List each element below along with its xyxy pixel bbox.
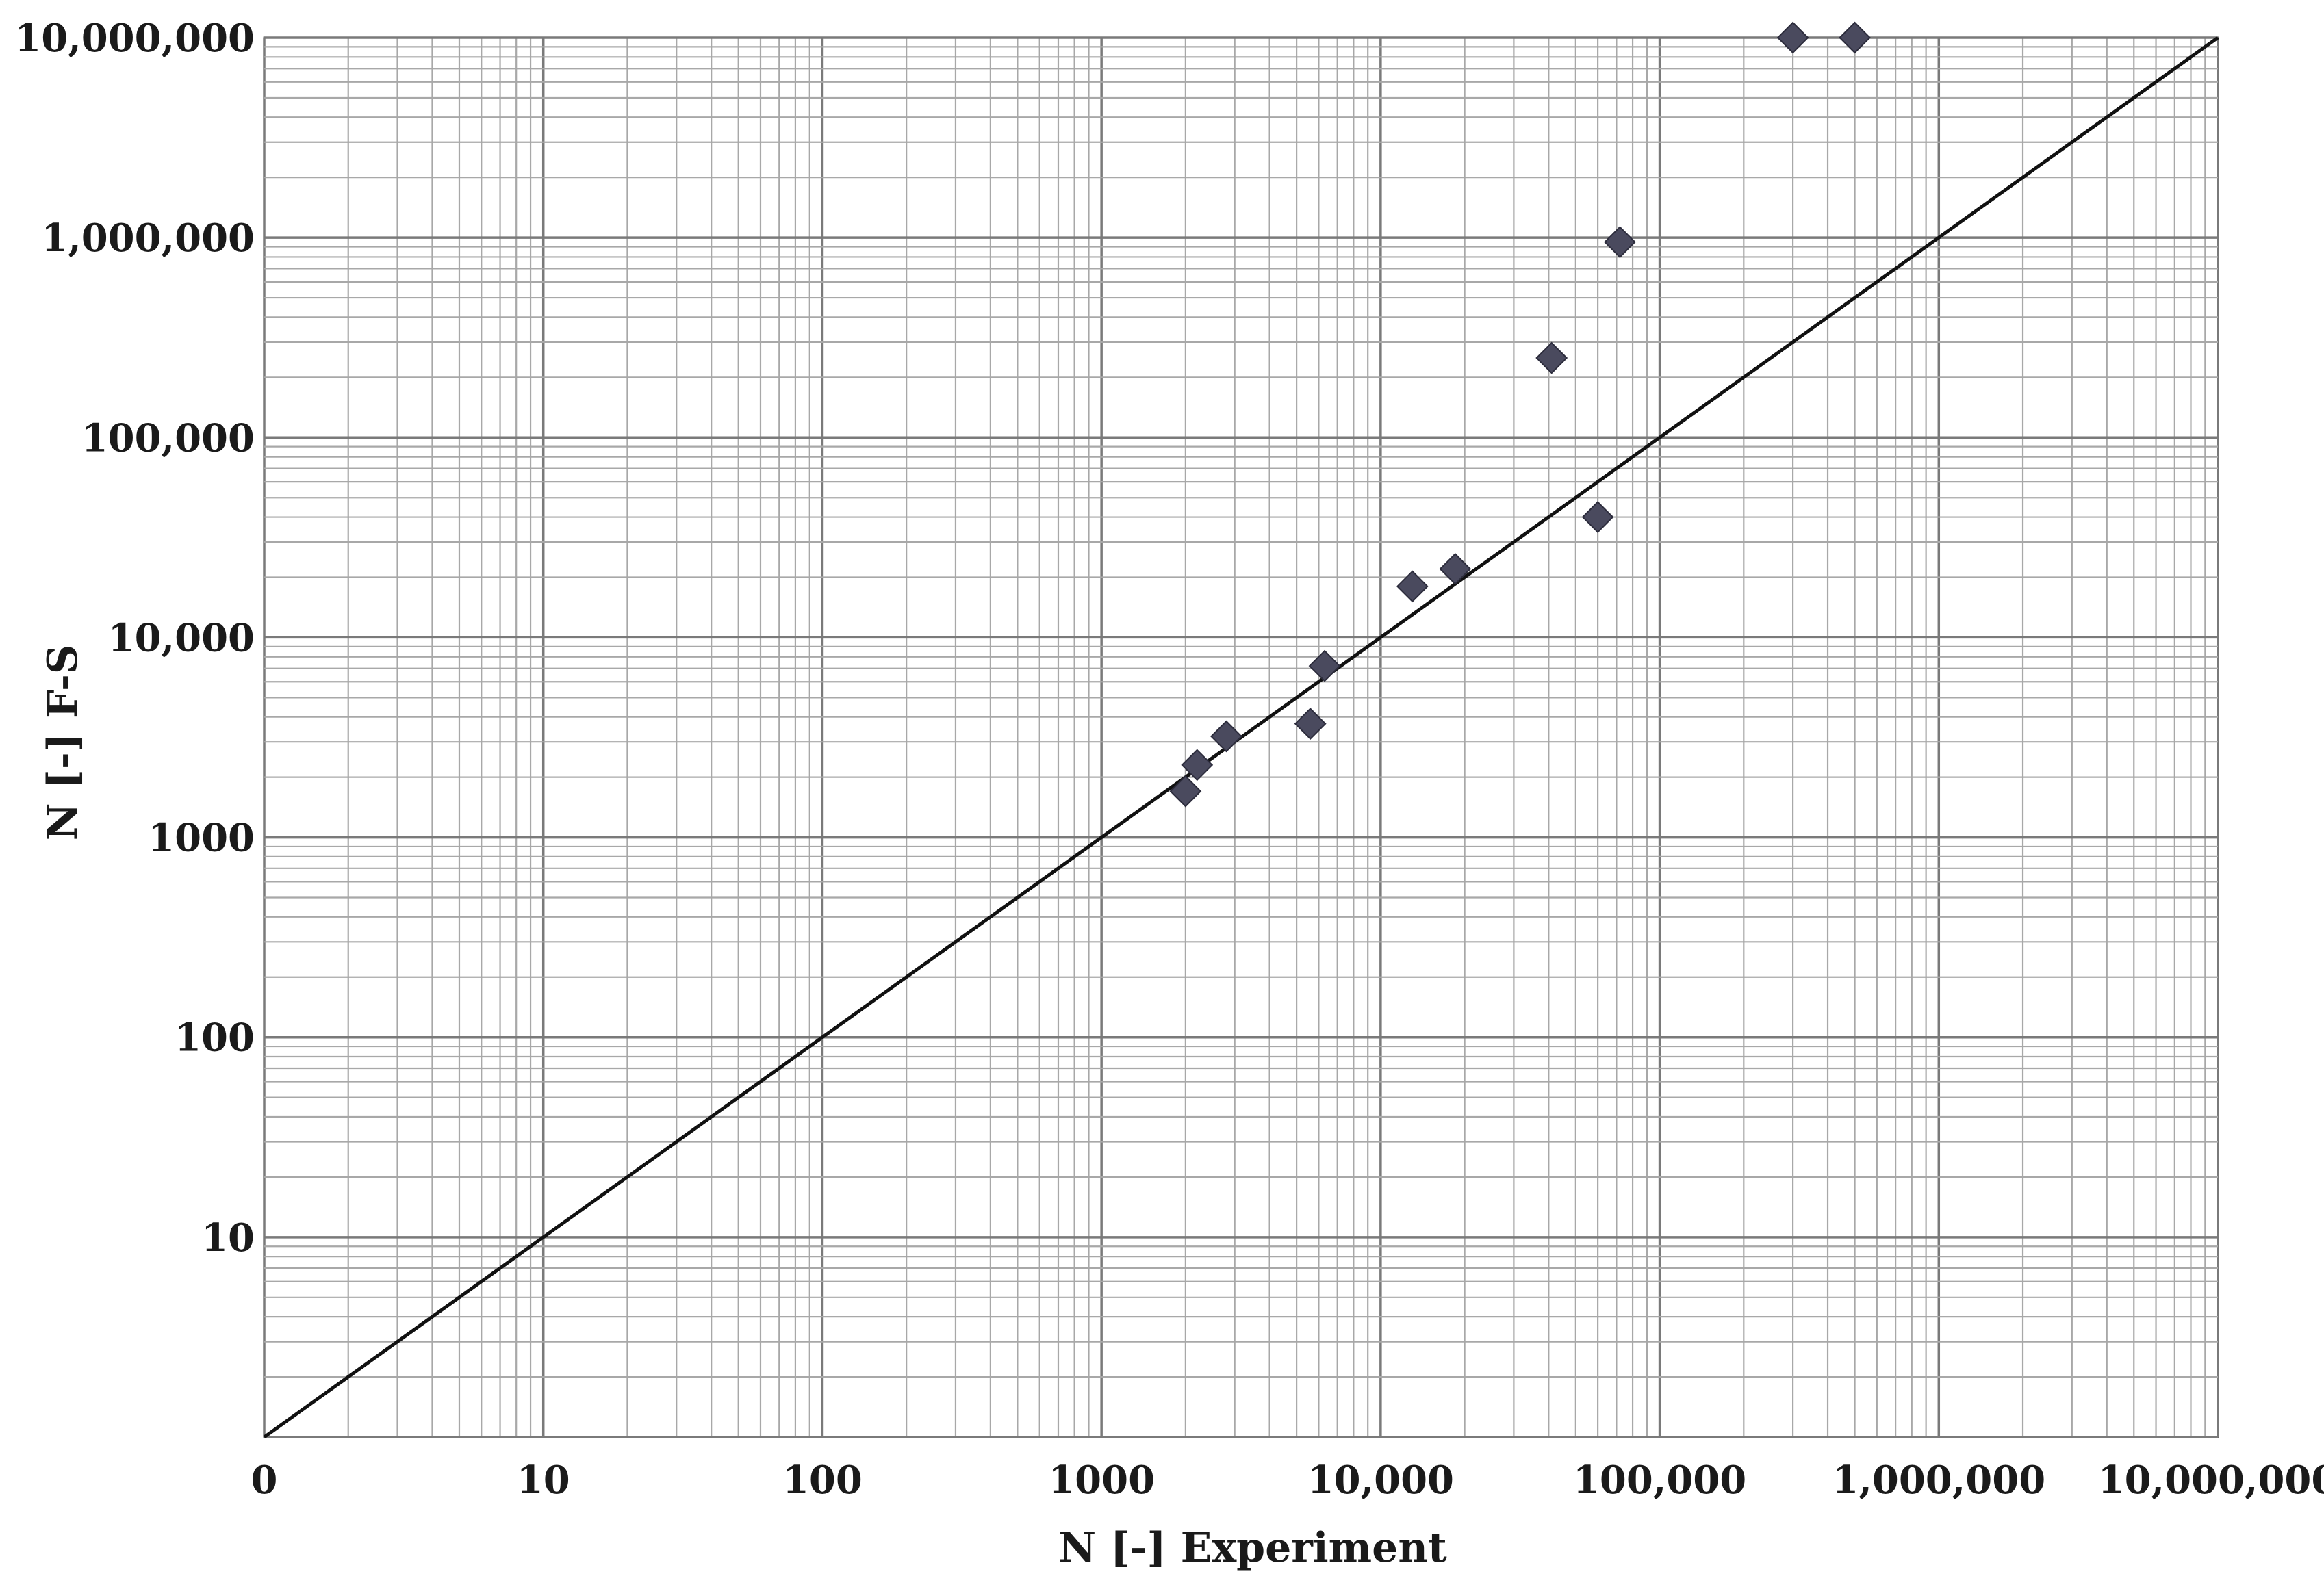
y-tick-label: 10,000,000 bbox=[14, 16, 255, 61]
data-point bbox=[1396, 570, 1429, 603]
y-axis-title: N [-] F-S bbox=[39, 645, 87, 840]
x-tick-label: 1,000,000 bbox=[1832, 1458, 2045, 1503]
data-point bbox=[1581, 501, 1614, 533]
data-point bbox=[1839, 21, 1871, 54]
grid bbox=[263, 36, 2219, 1438]
x-tick-labels: 0 10 100 1000 10,000 100,000 1,000,000 10,000,0… bbox=[251, 1458, 2324, 1503]
data-point bbox=[1603, 226, 1636, 259]
x-tick-label: 10,000,000 bbox=[2098, 1458, 2324, 1503]
data-point bbox=[1439, 552, 1472, 585]
data-point bbox=[1535, 341, 1568, 374]
x-tick-label: 10 bbox=[517, 1458, 570, 1503]
y-tick-labels: 10 100 1000 10,000 100,000 1,000,000 10,000,00… bbox=[14, 16, 255, 1261]
data-point bbox=[1181, 749, 1214, 781]
data-point bbox=[1294, 708, 1327, 740]
x-tick-label: 100,000 bbox=[1573, 1458, 1746, 1503]
y-tick-label: 100,000 bbox=[81, 415, 255, 461]
data-points bbox=[1169, 21, 1871, 808]
data-point bbox=[1776, 21, 1809, 54]
y-tick-label: 1000 bbox=[148, 816, 255, 861]
y-tick-label: 10,000 bbox=[108, 615, 255, 660]
data-point bbox=[1169, 775, 1202, 808]
y-tick-label: 100 bbox=[175, 1016, 255, 1061]
y-tick-label: 10 bbox=[201, 1215, 255, 1261]
x-tick-label: 1000 bbox=[1048, 1458, 1155, 1503]
x-tick-label: 10,000 bbox=[1307, 1458, 1454, 1503]
x-tick-label: 100 bbox=[782, 1458, 863, 1503]
y-tick-label: 1,000,000 bbox=[41, 216, 255, 261]
data-point bbox=[1308, 649, 1341, 682]
data-point bbox=[1210, 720, 1242, 753]
x-tick-label: 0 bbox=[251, 1458, 278, 1503]
x-axis-title: N [-] Experiment bbox=[1058, 1524, 1447, 1572]
